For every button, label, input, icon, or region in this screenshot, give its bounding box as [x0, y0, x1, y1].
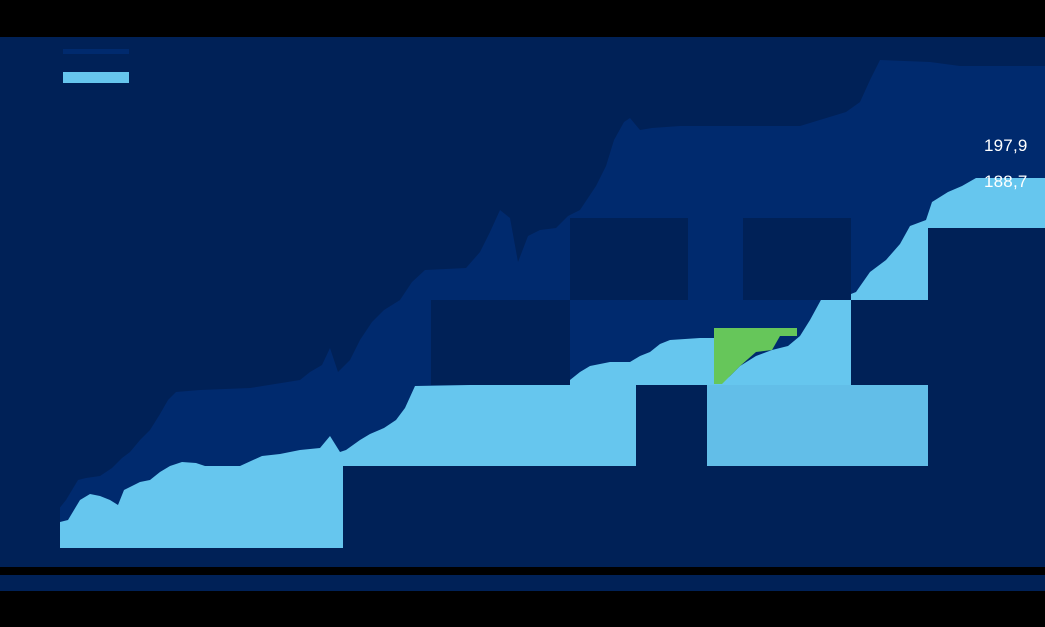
- legend-swatch-series-2: [63, 72, 129, 83]
- tile-mask: [570, 218, 688, 300]
- tile-mask: [636, 385, 707, 466]
- legend-swatch-series-1: [63, 49, 129, 54]
- end-label-series-2: 188,7: [984, 172, 1028, 191]
- separator-line: [0, 567, 1045, 575]
- tile-mask: [343, 466, 1045, 548]
- top-border: [0, 0, 1045, 37]
- tile-mask: [743, 218, 851, 300]
- footer-band: [0, 575, 1045, 591]
- tile-mask: [0, 466, 60, 548]
- tile-mask: [60, 548, 1045, 567]
- highlight-patch: [714, 328, 797, 384]
- tile-mask: [707, 385, 928, 466]
- tile-mask: [680, 138, 846, 218]
- end-label-series-1: 197,9: [984, 136, 1028, 155]
- tile-mask: [697, 218, 743, 300]
- tile-mask: [431, 300, 570, 385]
- tile-mask: [851, 300, 928, 385]
- tile-mask: [928, 228, 1045, 466]
